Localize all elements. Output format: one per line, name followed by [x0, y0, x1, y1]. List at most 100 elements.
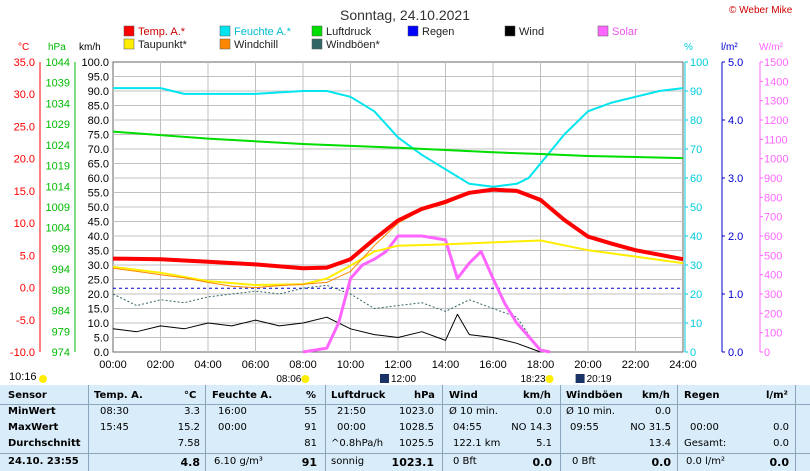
sunset-label: 18:23	[520, 374, 545, 385]
kmh-tick-label: 60.0	[88, 173, 109, 185]
wm2-tick-label: 900	[764, 173, 782, 185]
wind-value: 0.0	[532, 456, 553, 469]
x-tick-label: 22:00	[622, 359, 650, 371]
copyright-label[interactable]: © Weber Mike	[729, 5, 793, 16]
stats-row-min: MinWert 08:30 3.3 16:00 55 21:50 1023.0 …	[0, 403, 810, 420]
kmh-tick-label: 5.0	[94, 333, 109, 345]
legend-swatch	[311, 38, 323, 50]
lm2-tick-label: 3.0	[728, 173, 743, 185]
wind-value: 0.0	[536, 406, 552, 417]
kmh-tick-label: 15.0	[88, 304, 109, 316]
chart-title: Sonntag, 24.10.2021	[340, 7, 470, 23]
wind-bft: 0 Bft	[453, 456, 477, 467]
x-tick-label: 24:00	[669, 359, 697, 371]
kmh-tick-label: 70.0	[88, 144, 109, 156]
celsius-tick-label: -10.0	[10, 347, 35, 359]
gust-value: 0.0	[655, 406, 671, 417]
wm2-tick-label: 600	[764, 231, 782, 243]
temp-value: 3.3	[184, 406, 200, 417]
legend-label: Temp. A.*	[138, 26, 186, 38]
hpa-tick-label: 1024	[46, 140, 70, 152]
hpa-tick-label: 1004	[46, 223, 70, 235]
rain-today: 0.0 l/m²	[686, 456, 725, 467]
lm2-tick-label: 4.0	[728, 115, 743, 127]
celsius-tick-label: 10.0	[14, 218, 35, 230]
legend-label: Windböen*	[326, 39, 381, 51]
current-sun-icon	[39, 375, 47, 383]
celsius-tick-label: 20.0	[14, 154, 35, 166]
series-line-temp-a	[112, 187, 684, 271]
series-line-taupunkt	[112, 239, 684, 286]
percent-unit: %	[684, 42, 693, 53]
row-label: MaxWert	[8, 422, 59, 433]
temp-value: 4.8	[180, 456, 201, 469]
pressure-value: 1023.1	[391, 456, 434, 469]
legend-swatch	[123, 38, 135, 50]
humidity-time: 00:00	[218, 422, 247, 433]
sunrise-label: 08:06	[276, 374, 301, 385]
celsius-tick-label: 0.0	[20, 283, 35, 295]
wm2-tick-label: 0	[764, 347, 770, 359]
celsius-tick-label: 5.0	[20, 250, 35, 262]
legend-label: Solar	[612, 26, 638, 38]
percent-tick-label: 50	[690, 202, 702, 214]
x-tick-label: 06:00	[242, 359, 270, 371]
header-pressure: Luftdruck	[331, 390, 386, 401]
percent-tick-label: 70	[690, 144, 702, 156]
wind-value: 5.1	[536, 438, 552, 449]
series-line-feuchte-a	[113, 87, 684, 188]
kmh-tick-label: 30.0	[88, 260, 109, 272]
hpa-tick-label: 999	[52, 243, 70, 255]
header-wind-unit: km/h	[523, 390, 551, 401]
legend-swatch	[407, 25, 419, 37]
stats-row-avg: Durchschnitt 7.58 81 ^0.8hPa/h 1025.5 12…	[0, 435, 810, 452]
wind-max: NO 14.3	[511, 422, 552, 433]
sunset-icon	[545, 375, 554, 383]
kmh-tick-label: 20.0	[88, 289, 109, 301]
header-humidity-unit: %	[306, 390, 317, 401]
percent-tick-label: 10	[690, 318, 702, 330]
hpa-tick-label: 1044	[46, 57, 70, 69]
hpa-tick-label: 994	[52, 264, 70, 276]
x-tick-label: 16:00	[479, 359, 507, 371]
temp-value: 15.2	[177, 422, 200, 433]
moonset-icon	[575, 374, 585, 383]
pressure-time: 21:50	[337, 406, 366, 417]
gust-value: 0.0	[651, 456, 672, 469]
wm2-tick-label: 1200	[764, 115, 788, 127]
wm2-tick-label: 100	[764, 328, 782, 340]
legend-label: Feuchte A.*	[234, 26, 292, 38]
celsius-tick-label: 25.0	[14, 121, 35, 133]
x-tick-label: 00:00	[99, 359, 127, 371]
kmh-tick-label: 75.0	[88, 130, 109, 142]
wm2-tick-label: 1500	[764, 57, 788, 69]
percent-tick-label: 80	[690, 115, 702, 127]
wm2-tick-label: 200	[764, 308, 782, 320]
wm2-tick-label: 500	[764, 250, 782, 262]
legend-label: Taupunkt*	[138, 39, 188, 51]
celsius-unit: °C	[18, 42, 29, 53]
lm2-tick-label: 1.0	[728, 289, 743, 301]
gust-max: NO 31.5	[630, 422, 671, 433]
hpa-tick-label: 1009	[46, 202, 70, 214]
hpa-tick-label: 979	[52, 326, 70, 338]
header-wind: Wind	[449, 390, 478, 401]
gust-value: 13.4	[648, 438, 671, 449]
percent-tick-label: 40	[690, 231, 702, 243]
hpa-unit: hPa	[48, 42, 66, 53]
abs-humidity: 6.10 g/m³	[214, 456, 263, 467]
stats-row-current: 24.10. 23:55 4.8 6.10 g/m³ 91 sonnig 102…	[0, 453, 810, 470]
stats-row-max: MaxWert 15:45 15.2 00:00 91 00:00 1028.5…	[0, 419, 810, 436]
sunrise-icon	[301, 375, 310, 383]
bottom-left-time: 10:16	[9, 371, 37, 383]
x-tick-label: 04:00	[194, 359, 222, 371]
wm2-tick-label: 1100	[764, 134, 788, 146]
percent-tick-label: 60	[690, 173, 702, 185]
row-label: Durchschnitt	[8, 438, 81, 449]
x-tick-label: 08:00	[289, 359, 317, 371]
legend-swatch	[311, 25, 323, 37]
hpa-tick-label: 1029	[46, 119, 70, 131]
celsius-tick-label: -5.0	[16, 315, 35, 327]
humidity-value: 91	[304, 422, 317, 433]
moonset-label: 20:19	[587, 374, 612, 385]
